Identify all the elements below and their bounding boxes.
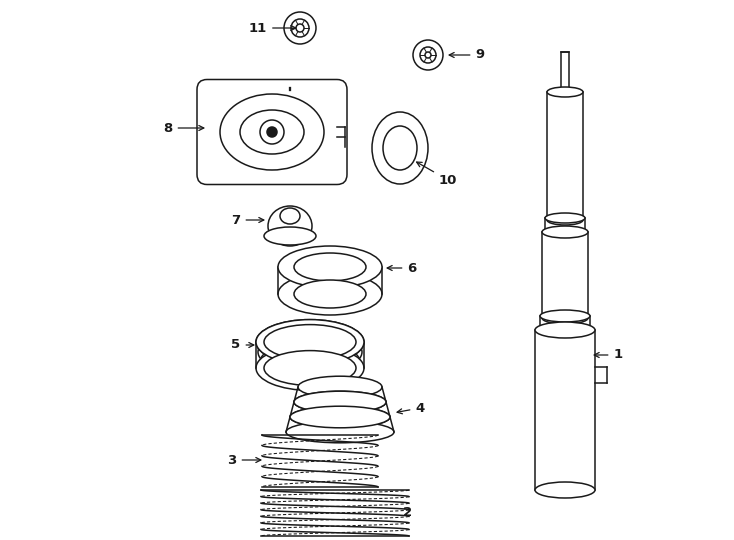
FancyBboxPatch shape <box>561 52 569 92</box>
FancyBboxPatch shape <box>545 218 585 232</box>
Ellipse shape <box>540 310 590 322</box>
Ellipse shape <box>286 421 394 443</box>
Ellipse shape <box>256 320 364 365</box>
Ellipse shape <box>420 47 436 63</box>
Ellipse shape <box>425 52 431 58</box>
Ellipse shape <box>372 112 428 184</box>
Text: 10: 10 <box>417 162 457 186</box>
FancyBboxPatch shape <box>535 330 595 490</box>
Ellipse shape <box>542 226 588 238</box>
Ellipse shape <box>545 213 585 223</box>
Ellipse shape <box>542 312 588 324</box>
Ellipse shape <box>264 350 356 386</box>
Ellipse shape <box>547 215 583 225</box>
Ellipse shape <box>540 324 590 336</box>
Ellipse shape <box>298 376 382 398</box>
Text: 9: 9 <box>449 49 484 62</box>
Ellipse shape <box>535 322 595 338</box>
Ellipse shape <box>256 320 364 365</box>
Ellipse shape <box>383 126 417 170</box>
Ellipse shape <box>547 87 583 97</box>
Ellipse shape <box>267 127 277 137</box>
Ellipse shape <box>545 227 585 237</box>
Ellipse shape <box>290 406 390 428</box>
Ellipse shape <box>291 19 309 37</box>
Text: 1: 1 <box>595 348 622 361</box>
Ellipse shape <box>296 24 304 32</box>
Ellipse shape <box>413 40 443 70</box>
FancyBboxPatch shape <box>547 92 583 220</box>
FancyBboxPatch shape <box>540 316 590 330</box>
Text: 5: 5 <box>231 339 254 352</box>
Text: 2: 2 <box>404 505 413 518</box>
Ellipse shape <box>268 206 312 246</box>
Ellipse shape <box>284 12 316 44</box>
Ellipse shape <box>240 110 304 154</box>
Text: 4: 4 <box>397 402 425 415</box>
Text: 8: 8 <box>164 122 204 134</box>
Ellipse shape <box>264 325 356 360</box>
Ellipse shape <box>280 208 300 224</box>
Ellipse shape <box>278 273 382 315</box>
Ellipse shape <box>535 482 595 498</box>
Text: 11: 11 <box>249 22 296 35</box>
Text: 7: 7 <box>231 213 264 226</box>
Ellipse shape <box>264 227 316 245</box>
FancyBboxPatch shape <box>197 79 347 185</box>
Ellipse shape <box>256 346 364 390</box>
Ellipse shape <box>294 253 366 281</box>
FancyBboxPatch shape <box>542 232 588 318</box>
Ellipse shape <box>294 391 386 413</box>
Ellipse shape <box>220 94 324 170</box>
Text: 6: 6 <box>387 261 417 274</box>
Ellipse shape <box>294 280 366 308</box>
Ellipse shape <box>278 246 382 288</box>
Ellipse shape <box>260 120 284 144</box>
Text: 3: 3 <box>228 454 261 467</box>
